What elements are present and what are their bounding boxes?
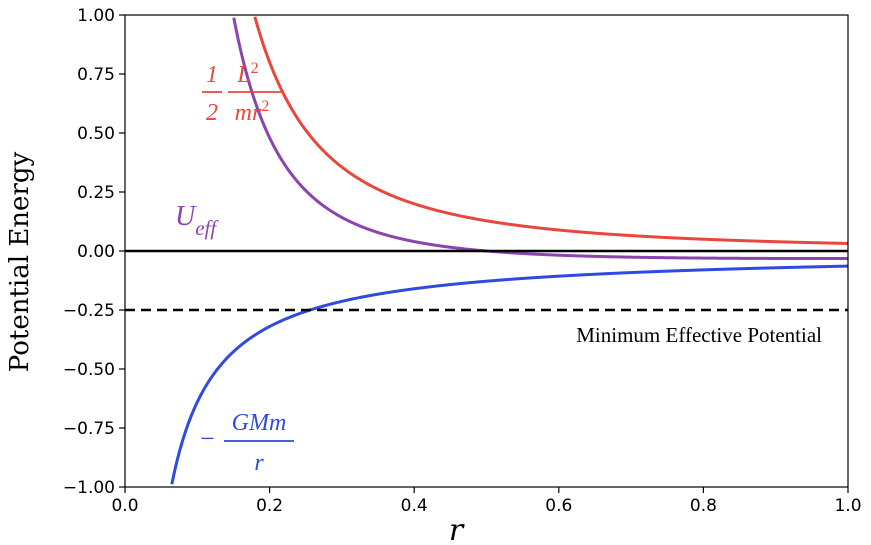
- x-tick-label: 0.0: [111, 496, 138, 516]
- ueff-subscript: eff: [195, 216, 219, 240]
- centrifugal-half-numerator: 1: [206, 62, 218, 88]
- reference-lines-layer: [125, 249, 848, 312]
- y-tick-label: 0.00: [77, 242, 115, 262]
- y-tick-label: 0.50: [77, 124, 115, 144]
- centrifugal-r-exponent: 2: [261, 98, 269, 115]
- ueff-label: Ueff: [175, 201, 219, 240]
- gravity-minus-sign: −: [200, 424, 215, 453]
- y-tick-label: 0.75: [77, 65, 115, 85]
- x-tick-label: 0.2: [256, 496, 283, 516]
- x-tick-label: 1.0: [834, 496, 861, 516]
- centrifugal-numerator: L2: [236, 60, 258, 88]
- centrifugal-L: L: [236, 62, 250, 88]
- centrifugal-mr: mr: [235, 100, 262, 126]
- gravity-denominator: r: [254, 450, 264, 476]
- ueff-main: U: [175, 201, 197, 232]
- curves-layer: [170, 16, 849, 485]
- centrifugal-half-denominator: 2: [206, 100, 218, 126]
- y-ticks: 1.00 0.75 0.50 0.25 0.00 −0.25 −0.50 −0.75 −1.00: [63, 6, 125, 498]
- gravity-curve: [170, 264, 849, 485]
- y-tick-label: −0.75: [63, 419, 115, 439]
- centrifugal-term-label: 1 2 L2 mr2: [202, 60, 282, 126]
- min-effective-potential-label: Minimum Effective Potential: [576, 323, 822, 347]
- x-tick-label: 0.6: [545, 496, 572, 516]
- y-axis-title: Potential Energy: [5, 151, 35, 372]
- x-axis-title: r: [449, 513, 465, 545]
- centrifugal-L-exponent: 2: [251, 60, 259, 77]
- gravity-numerator: GMm: [232, 410, 287, 436]
- gravity-term-label: − GMm r: [200, 410, 294, 476]
- x-tick-label: 0.4: [401, 496, 428, 516]
- y-tick-label: 0.25: [77, 183, 115, 203]
- y-tick-label: −0.25: [63, 301, 115, 321]
- x-ticks: 0.0 0.2 0.4 0.6 0.8 1.0: [111, 487, 862, 516]
- centrifugal-denominator: mr2: [235, 98, 270, 126]
- ueff-curve: [232, 17, 848, 261]
- centrifugal-curve: [253, 16, 849, 245]
- y-tick-label: −1.00: [63, 478, 115, 498]
- y-tick-label: 1.00: [77, 6, 115, 26]
- x-tick-label: 0.8: [690, 496, 717, 516]
- y-tick-label: −0.50: [63, 360, 115, 380]
